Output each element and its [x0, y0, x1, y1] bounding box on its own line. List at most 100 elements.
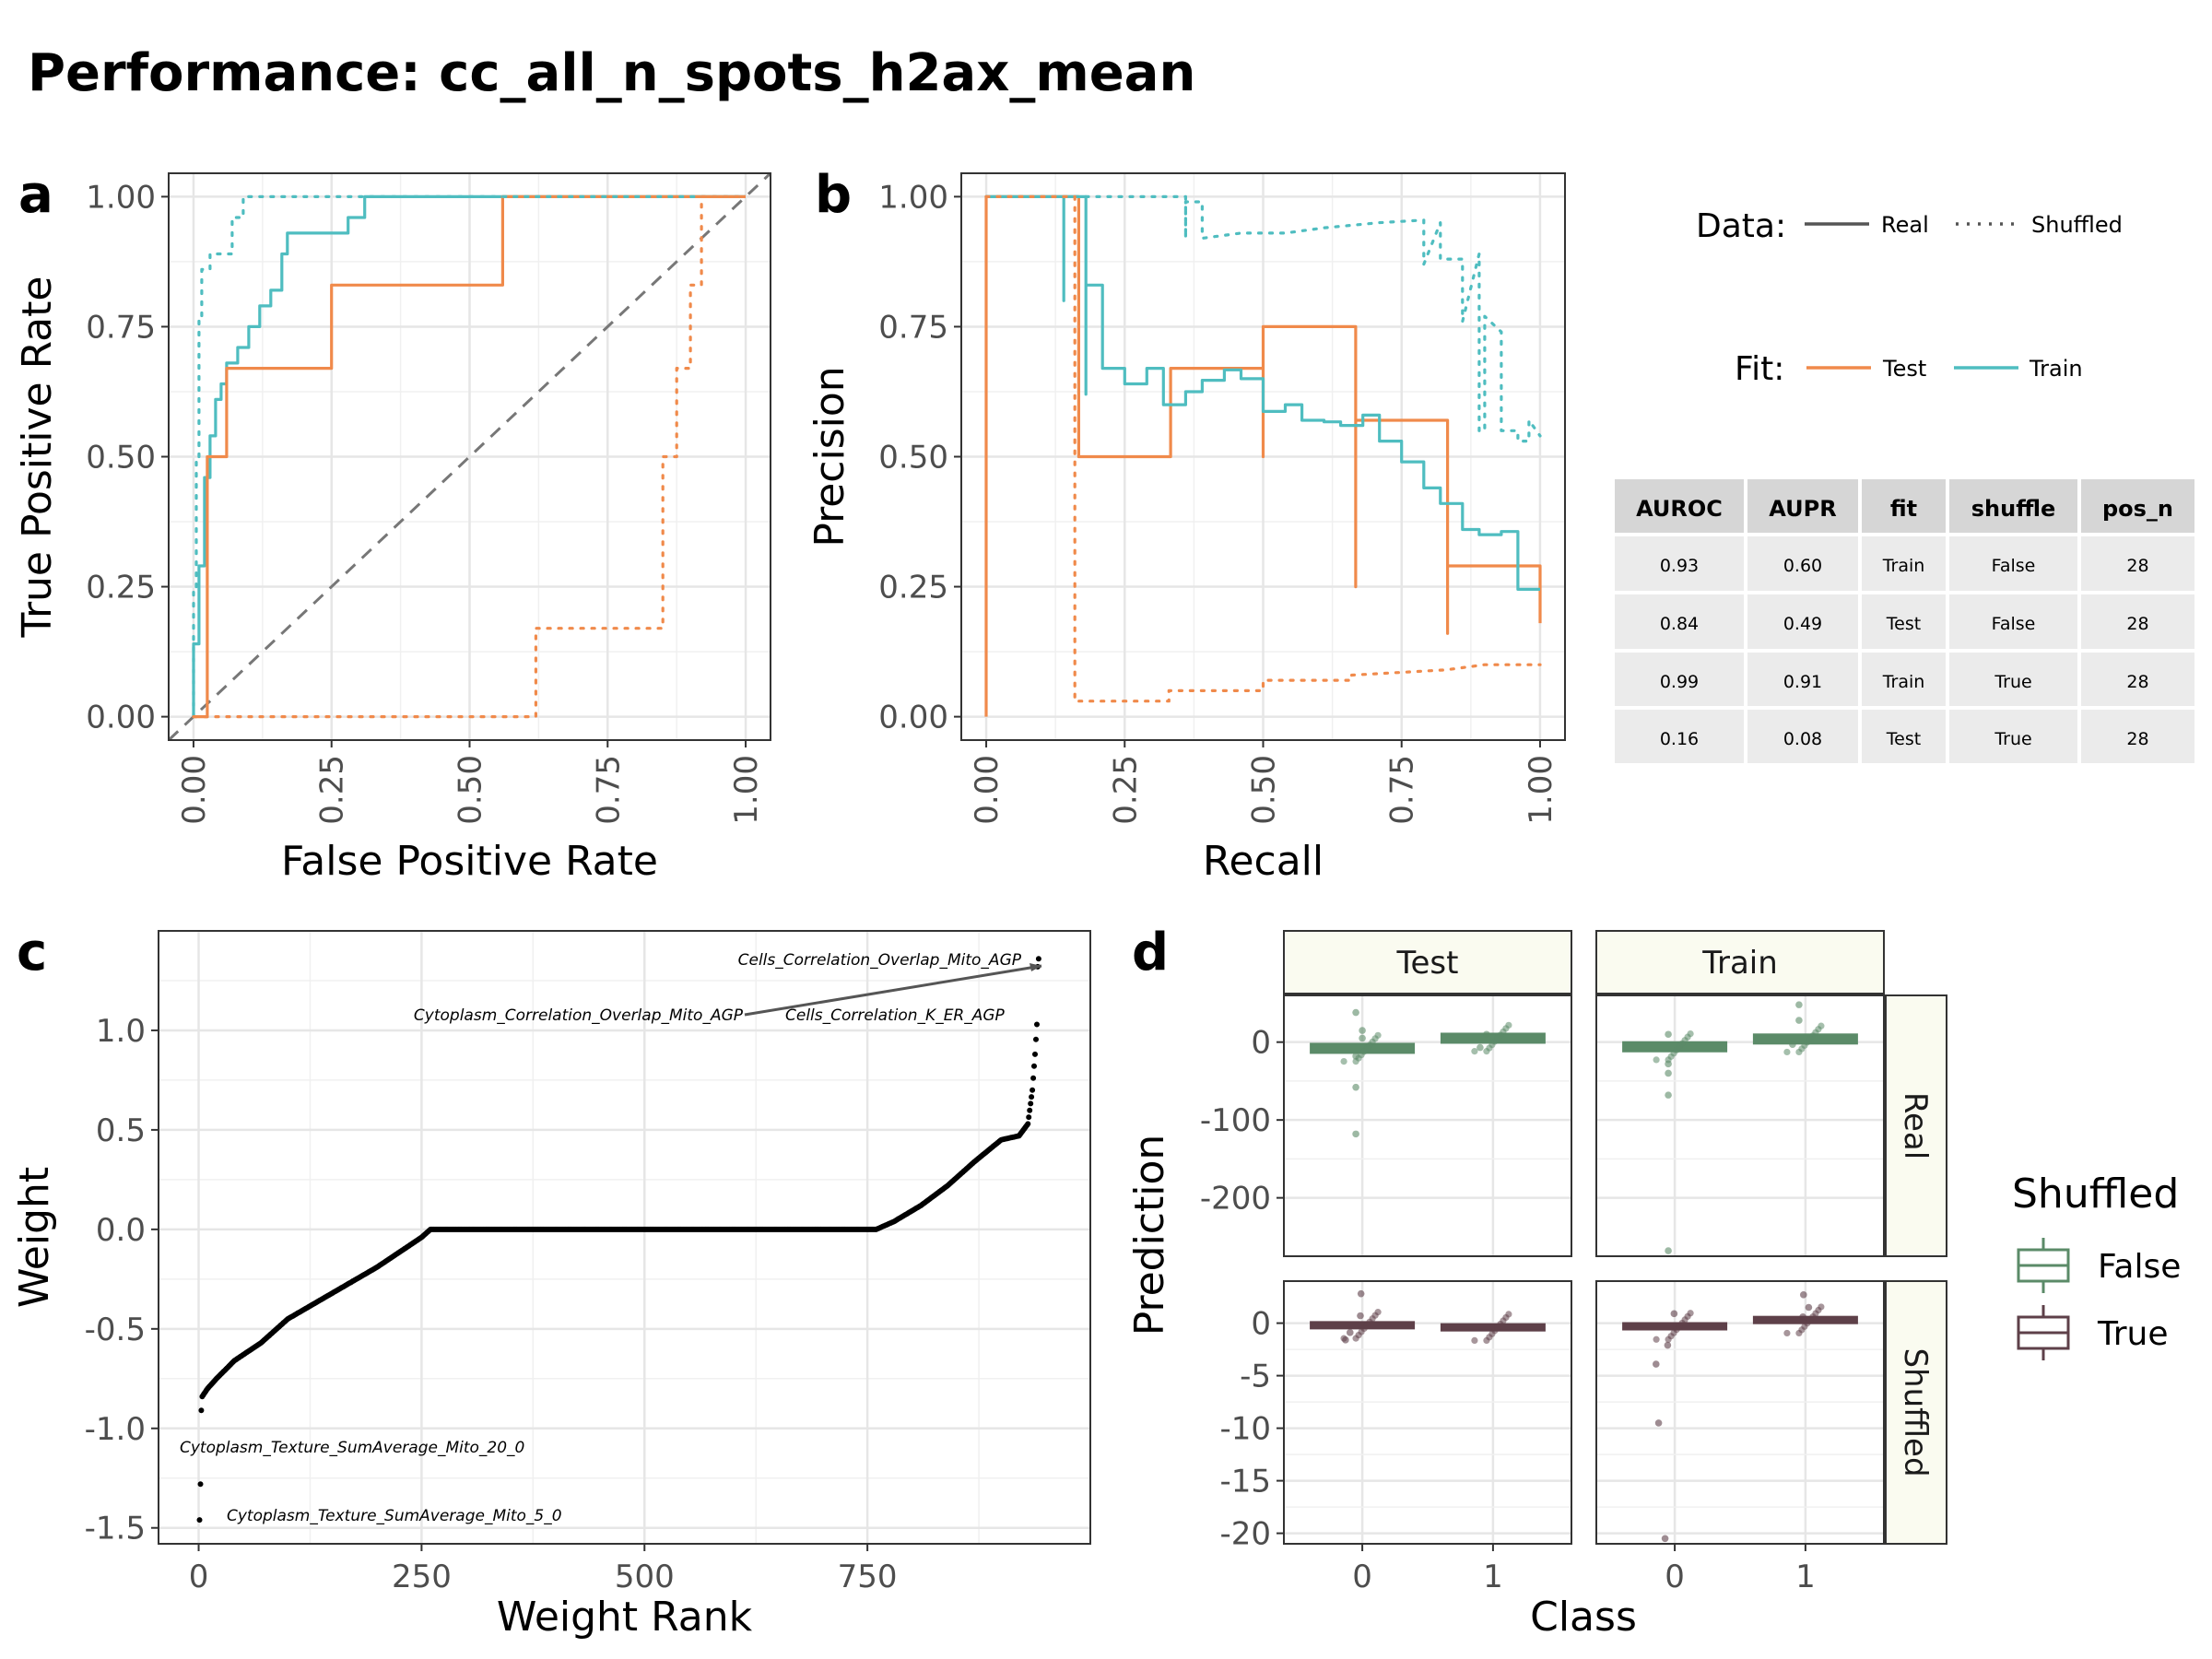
series-line-test-real: [194, 194, 746, 719]
table-cell: [1949, 594, 2077, 649]
series-line-train-real: [986, 194, 1540, 591]
facet-strip-test: [1283, 930, 1572, 994]
y-axis-label: Precision: [806, 366, 853, 547]
panel-letter-d: d: [1132, 923, 1169, 982]
fit-legend: Fit: Test Train: [1735, 350, 2083, 388]
y-tick-label: 0.5: [96, 1112, 146, 1149]
x-tick-label: 0.75: [590, 755, 627, 825]
series-line-train-shuffled: [192, 194, 747, 719]
table-cell: [1615, 536, 1744, 591]
y-axis-label: Weight: [11, 1167, 58, 1308]
panel-letter-c: c: [17, 923, 47, 982]
table-cell: [1747, 594, 1858, 649]
table-cell: [1615, 594, 1744, 649]
table-cell: [2081, 594, 2194, 649]
table-cell-text: True: [1994, 672, 2031, 692]
table-cell: [1862, 653, 1946, 706]
table-header-cell: [1862, 479, 1946, 533]
x-tick-label: 0: [1352, 1559, 1372, 1595]
legend-item-false: False: [2098, 1248, 2181, 1286]
jitter-point: [1783, 1048, 1791, 1056]
facet-strip-shuffled: [1885, 1280, 1947, 1545]
jitter-point: [1477, 1043, 1484, 1052]
y-tick-label: -10: [1219, 1411, 1271, 1448]
y-axis-label: Prediction: [1126, 1135, 1173, 1336]
jitter-point: [1664, 1341, 1672, 1349]
jitter-point: [1471, 1336, 1478, 1345]
jitter-point: [1352, 1008, 1359, 1017]
table-cell: [2081, 653, 2194, 706]
x-tick-label: 1: [1795, 1559, 1816, 1595]
facet-border: [1595, 1280, 1885, 1545]
table-header-pos_n: pos_n: [2102, 496, 2173, 522]
jitter-point: [1653, 1335, 1660, 1343]
legend-train-label: Train: [2029, 356, 2083, 382]
jitter-point: [1346, 1329, 1354, 1336]
y-tick-label: 0.25: [878, 570, 948, 606]
y-tick-label: -1.5: [85, 1511, 146, 1547]
facet-strip-real: [1885, 994, 1947, 1257]
x-tick-label: 0.00: [176, 755, 213, 825]
jitter-point: [1805, 1303, 1813, 1312]
weight-points: [196, 956, 1041, 1524]
legend-fit-title: Fit:: [1735, 350, 1784, 388]
y-tick-label: -20: [1219, 1516, 1271, 1553]
jitter-point: [1653, 1056, 1660, 1064]
table-cell-text: Train: [1882, 672, 1925, 692]
y-tick-label: 0: [1251, 1306, 1271, 1343]
table-cell-text: 0.84: [1660, 614, 1699, 634]
table-header-cell: [1747, 479, 1858, 533]
facet-border: [1283, 1280, 1572, 1545]
table-cell-text: 28: [2126, 672, 2148, 692]
series-line-train-real: [192, 194, 746, 717]
jitter-point: [1795, 1017, 1803, 1024]
table-header-fit: fit: [1890, 496, 1917, 522]
jitter-point: [1471, 1048, 1478, 1055]
x-tick-label: 1.00: [728, 755, 765, 825]
facet-label-real: Real: [1897, 1092, 1934, 1159]
x-tick-label: 1: [1483, 1559, 1503, 1595]
table-header-cell: [1615, 479, 1744, 533]
table-cell: [1615, 653, 1744, 706]
jitter-point: [1359, 1034, 1366, 1042]
y-tick-label: 0.00: [86, 700, 156, 736]
table-cell: [1747, 536, 1858, 591]
x-tick-label: 0.50: [453, 755, 489, 825]
x-tick-label: 0.25: [314, 755, 351, 825]
annotation-arrowhead: [1030, 963, 1041, 971]
jitter-point: [1783, 1329, 1791, 1337]
table-cell-text: False: [1992, 556, 2036, 576]
legend-shuffled-title: Shuffled: [2012, 1171, 2179, 1218]
table-header-cell: [1949, 479, 2077, 533]
jitter-point: [1661, 1535, 1669, 1543]
jitter-point: [1789, 1041, 1796, 1049]
table-cell-text: 0.60: [1783, 556, 1822, 576]
plot-border: [158, 930, 1091, 1545]
y-tick-label: 0.25: [86, 570, 156, 606]
table-cell: [1949, 653, 2077, 706]
x-axis-label: False Positive Rate: [281, 838, 658, 885]
table-cell: [2081, 710, 2194, 763]
jitter-point: [1654, 1419, 1663, 1427]
y-tick-label: 0.0: [96, 1212, 146, 1249]
y-tick-label: -5: [1240, 1359, 1271, 1395]
y-tick-label: -200: [1200, 1181, 1271, 1218]
y-tick-label: 0.00: [878, 700, 948, 736]
jitter-point: [1795, 1048, 1803, 1056]
jitter-point: [1795, 1001, 1803, 1008]
y-tick-label: -1.0: [85, 1411, 146, 1448]
jitter-point: [1665, 1056, 1672, 1064]
table-cell-text: Test: [1886, 729, 1921, 749]
table-cell: [1949, 536, 2077, 591]
table-cell: [1949, 710, 2077, 763]
facet-label-test: Test: [1396, 945, 1459, 982]
table-header-cell: [2081, 479, 2194, 533]
table-cell-text: Train: [1882, 556, 1925, 576]
y-tick-label: 0.50: [878, 440, 948, 477]
jitter-point: [1483, 1336, 1490, 1345]
table-cell-text: 0.91: [1783, 672, 1822, 692]
x-axis-label: Recall: [1203, 838, 1324, 885]
y-axis-label: True Positive Rate: [14, 276, 61, 639]
plot-background: [159, 931, 1090, 1544]
annotation-label: Cells_Correlation_K_ER_AGP: [785, 1006, 1006, 1025]
